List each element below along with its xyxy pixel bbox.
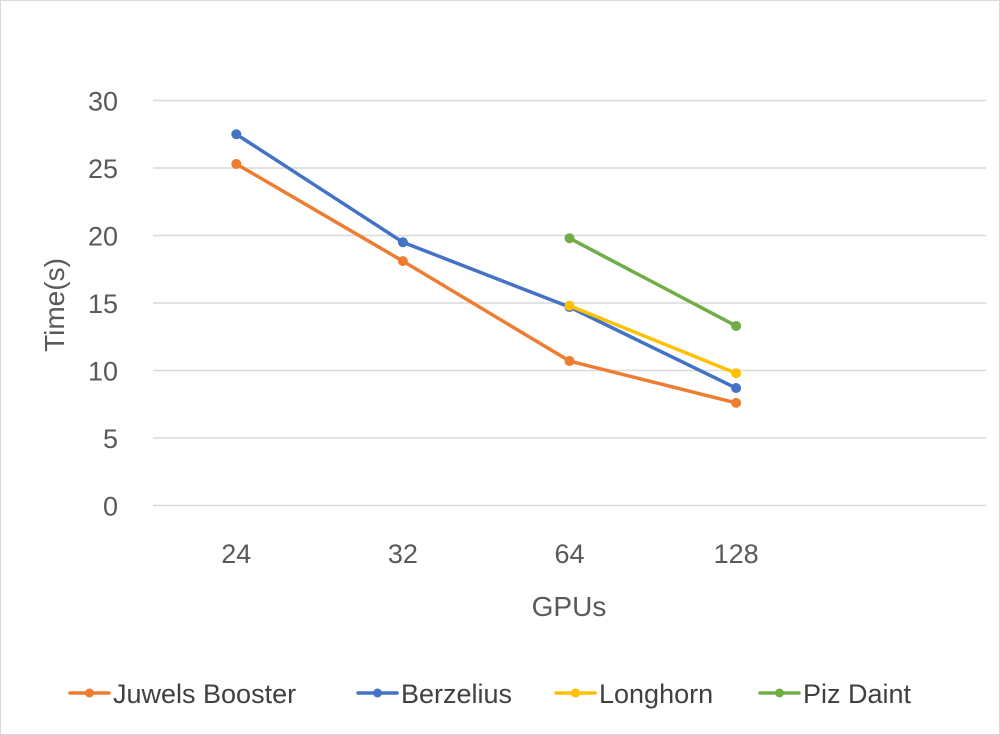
x-axis-title: GPUs [532,591,607,622]
x-axis-ticks: 24 32 64 128 [221,539,758,569]
data-point-berzelius [231,129,242,140]
series-line-berzelius [234,132,738,390]
legend-item-piz-daint: Piz Daint [758,679,912,709]
data-point-juwels-booster [397,256,408,267]
series-juwels-booster [231,158,742,408]
x-tick-label: 64 [554,539,584,569]
series-longhorn [564,300,742,379]
y-tick-label: 15 [88,289,118,319]
legend-marker-icon [571,688,580,698]
legend-marker-icon [85,688,94,698]
series-line-juwels-booster [234,162,738,405]
y-tick-label: 5 [103,424,118,454]
legend-item-juwels-booster: Juwels Booster [68,679,296,709]
series-berzelius [231,129,742,394]
data-point-juwels-booster [231,158,242,169]
legend-label: Longhorn [599,679,713,709]
y-tick-label: 0 [103,492,118,522]
legend: Juwels Booster Berzelius Longhorn Piz Daint [68,679,912,709]
legend-marker-icon [775,688,784,698]
legend-marker-icon [373,688,382,698]
legend-label: Piz Daint [803,679,912,709]
data-point-piz-daint [731,320,742,331]
data-point-berzelius [731,383,742,394]
x-tick-label: 24 [221,539,251,569]
x-tick-label: 128 [714,539,759,569]
y-axis-ticks: 0 5 10 15 20 25 30 [88,87,118,522]
series-line-longhorn [567,303,738,375]
legend-label: Berzelius [401,679,512,709]
legend-item-berzelius: Berzelius [356,679,512,709]
y-axis-title: Time(s) [39,258,70,352]
data-point-longhorn [731,368,742,379]
y-tick-label: 25 [88,154,118,184]
data-point-juwels-booster [731,397,742,408]
data-point-juwels-booster [564,356,575,367]
legend-item-longhorn: Longhorn [554,679,713,709]
data-point-berzelius [397,237,408,248]
legend-label: Juwels Booster [113,679,296,709]
data-point-longhorn [564,300,575,311]
x-tick-label: 32 [388,539,418,569]
data-point-piz-daint [564,233,575,244]
series-line-piz-daint [567,236,738,328]
series-piz-daint [564,233,742,331]
y-tick-label: 10 [88,357,118,387]
y-tick-label: 30 [88,87,118,117]
series-group [231,129,742,408]
y-tick-label: 20 [88,222,118,252]
